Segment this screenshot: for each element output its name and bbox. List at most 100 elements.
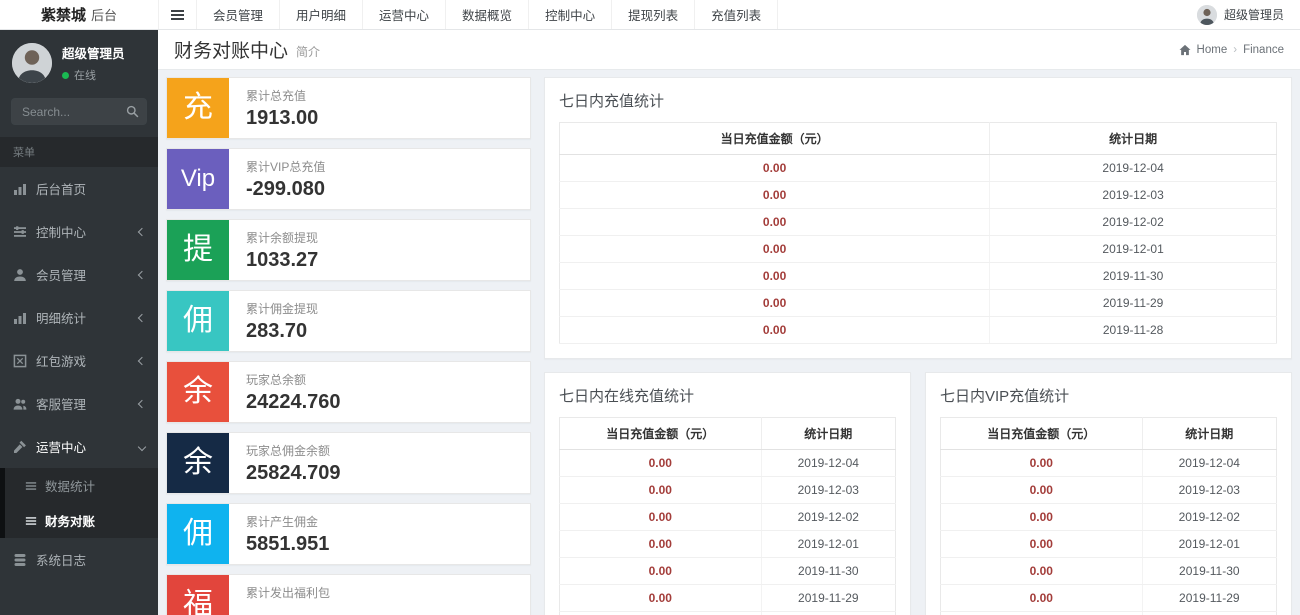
table-row: 0.00 2019-12-04 [559, 449, 896, 477]
topnav-item[interactable]: 用户明细 [279, 0, 362, 29]
stat-label: 累计佣金提现 [246, 302, 319, 316]
topnav-item[interactable]: 提现列表 [611, 0, 694, 29]
stat-value: 24224.760 [246, 391, 341, 413]
stat-cards-column: 充 累计总充值 1913.00 Vip 累计VIP总充值 -299.080 [166, 77, 531, 615]
topnav-item[interactable]: 数据概览 [445, 0, 528, 29]
sidebar: 超级管理员 在线 菜单 后台首页 控制中心 会员管理 [0, 30, 158, 615]
stat-value: 1033.27 [246, 249, 319, 271]
amount-cell: 0.00 [559, 449, 762, 477]
date-cell: 2019-11-28 [1142, 611, 1277, 615]
topnav-item[interactable]: 会员管理 [196, 0, 279, 29]
stat-card: 佣 累计产生佣金 5851.951 [166, 503, 531, 565]
tables-column: 七日内充值统计 当日充值金额（元） 统计日期 0.00 [544, 77, 1292, 615]
operations-submenu: 数据统计 财务对账 [0, 468, 158, 538]
panel-online-recharge-7d: 七日内在线充值统计 当日充值金额（元） 统计日期 [544, 372, 911, 615]
stat-body: 累计总充值 1913.00 [229, 78, 335, 138]
admin-label: 超级管理员 [1223, 8, 1284, 22]
stat-value: -299.080 [246, 178, 325, 200]
amount-cell: 0.00 [940, 476, 1143, 504]
stat-card: 余 玩家总佣金余额 25824.709 [166, 432, 531, 494]
date-cell: 2019-11-29 [989, 289, 1277, 317]
date-cell: 2019-11-28 [989, 316, 1277, 344]
recharge-table: 当日充值金额（元） 统计日期 0.00 2019-12-04 [559, 122, 1277, 344]
sidebar-item-control-center[interactable]: 控制中心 [0, 210, 158, 253]
stat-label: 累计产生佣金 [246, 515, 319, 529]
sidebar-item-members[interactable]: 会员管理 [0, 253, 158, 296]
sidebar-subitem-data-stats[interactable]: 数据统计 [5, 468, 158, 503]
stat-label: 玩家总余额 [246, 373, 307, 387]
date-cell: 2019-12-04 [989, 154, 1277, 182]
breadcrumb-home[interactable]: Home [1196, 43, 1228, 56]
topnav-item[interactable]: 运营中心 [362, 0, 445, 29]
date-cell: 2019-12-02 [989, 208, 1277, 236]
table-row: 0.00 2019-11-30 [940, 557, 1277, 585]
app-logo: 紫禁城 后台 [0, 0, 158, 29]
bar-chart-icon [14, 183, 26, 195]
table-row: 0.00 2019-11-28 [940, 611, 1277, 615]
date-cell: 2019-11-30 [761, 557, 896, 585]
panel-recharge-7d: 七日内充值统计 当日充值金额（元） 统计日期 0.00 [544, 77, 1292, 359]
status-label: 在线 [74, 70, 96, 82]
list-icon [25, 481, 37, 490]
sidebar-item-system-log[interactable]: 系统日志 [0, 538, 158, 581]
sidebar-toggle-icon[interactable] [158, 0, 196, 29]
user-icon [14, 268, 26, 281]
topnav-item[interactable]: 充值列表 [694, 0, 779, 29]
topbar: 紫禁城 后台 会员管理 用户明细 运营中心 数据概览 控制中心 提现列表 充值列… [0, 0, 1300, 30]
date-cell: 2019-12-02 [761, 503, 896, 531]
amount-cell: 0.00 [940, 449, 1143, 477]
amount-cell: 0.00 [940, 557, 1143, 585]
stat-icon: 提 [167, 220, 229, 280]
table-row: 0.00 2019-12-04 [559, 154, 1277, 182]
column-header-amount: 当日充值金额（元） [559, 122, 991, 155]
table-row: 0.00 2019-11-28 [559, 316, 1277, 344]
amount-cell: 0.00 [559, 557, 762, 585]
search-icon[interactable] [126, 105, 139, 118]
topnav-item[interactable]: 控制中心 [528, 0, 611, 29]
amount-cell: 0.00 [559, 181, 991, 209]
table-row: 0.00 2019-12-04 [940, 449, 1277, 477]
sidebar-item-operations[interactable]: 运营中心 [0, 425, 158, 468]
amount-cell: 0.00 [559, 235, 991, 263]
table-row: 0.00 2019-12-01 [940, 530, 1277, 558]
sidebar-item-detail-stats[interactable]: 明细统计 [0, 296, 158, 339]
sidebar-item-dashboard[interactable]: 后台首页 [0, 167, 158, 210]
sidebar-profile[interactable]: 超级管理员 在线 [0, 30, 158, 94]
stat-label: 累计发出福利包 [246, 586, 331, 600]
sidebar-item-customer-service[interactable]: 客服管理 [0, 382, 158, 425]
table-row: 0.00 2019-11-29 [940, 584, 1277, 612]
table-row: 0.00 2019-12-01 [559, 530, 896, 558]
chevron-left-icon [137, 270, 147, 279]
amount-cell: 0.00 [559, 289, 991, 317]
stat-body: 玩家总佣金余额 25824.709 [229, 433, 358, 493]
amount-cell: 0.00 [559, 262, 991, 290]
admin-menu[interactable]: 超级管理员 [1196, 0, 1300, 29]
chevron-left-icon [137, 399, 147, 408]
online-recharge-table: 当日充值金额（元） 统计日期 0.00 2019-12-04 [559, 417, 896, 615]
stat-body: 玩家总余额 24224.760 [229, 362, 358, 422]
chevron-left-icon [137, 356, 147, 365]
table-row: 0.00 2019-11-29 [559, 289, 1277, 317]
column-header-date: 统计日期 [989, 122, 1277, 155]
amount-cell: 0.00 [940, 584, 1143, 612]
date-cell: 2019-12-01 [1142, 530, 1277, 558]
sidebar-nav: 后台首页 控制中心 会员管理 明细统计 红包游戏 客服管理 [0, 167, 158, 581]
date-cell: 2019-11-29 [1142, 584, 1277, 612]
chevron-down-icon [137, 442, 147, 451]
panel-vip-recharge-7d: 七日内VIP充值统计 当日充值金额（元） 统计日期 [925, 372, 1292, 615]
table-row: 0.00 2019-11-30 [559, 557, 896, 585]
amount-cell: 0.00 [559, 530, 762, 558]
person-icon [1196, 4, 1217, 25]
date-cell: 2019-12-03 [1142, 476, 1277, 504]
table-row: 0.00 2019-12-03 [559, 476, 896, 504]
stat-body: 累计产生佣金 5851.951 [229, 504, 346, 564]
sidebar-item-redpacket-game[interactable]: 红包游戏 [0, 339, 158, 382]
panel-title: 七日内VIP充值统计 [940, 388, 1070, 405]
date-cell: 2019-12-02 [1142, 503, 1277, 531]
sidebar-item-label: 会员管理 [36, 269, 87, 283]
stat-icon-glyph: Vip [180, 165, 216, 192]
person-icon [12, 43, 52, 83]
search-input[interactable] [11, 98, 147, 125]
bar-chart-icon [14, 312, 26, 324]
sidebar-subitem-finance-recon[interactable]: 财务对账 [5, 503, 158, 538]
